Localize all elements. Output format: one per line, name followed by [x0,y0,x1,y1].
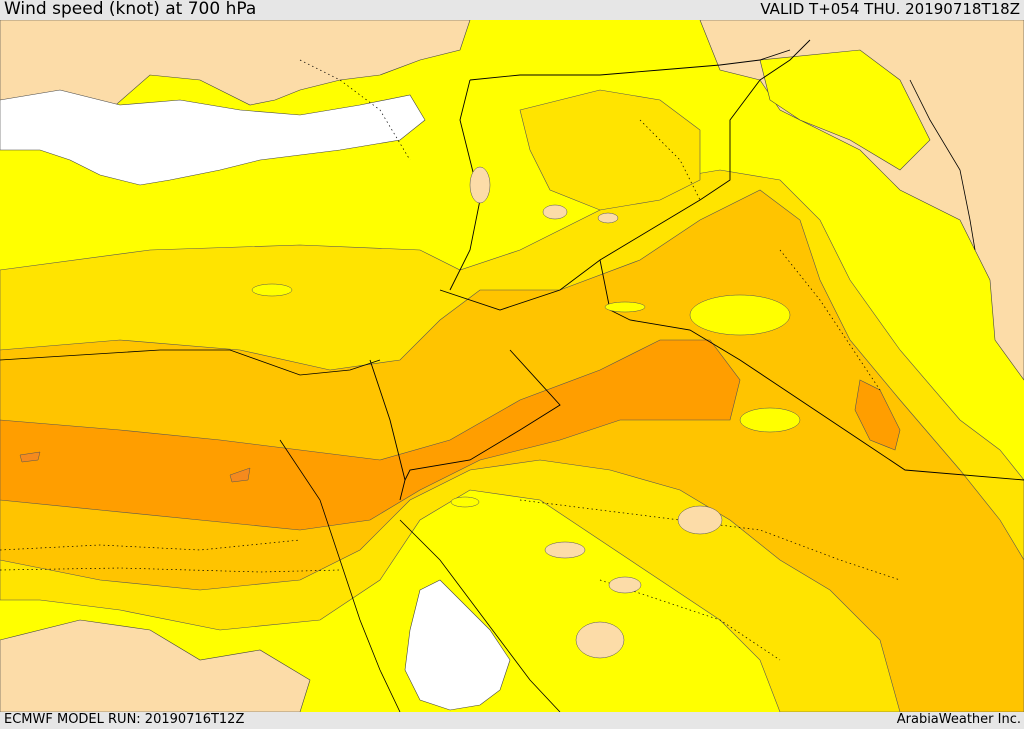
map-footer: ECMWF MODEL RUN: 20190716T12Z ArabiaWeat… [0,712,1024,729]
coastline-nile-redsea [279,439,401,712]
patch-f [677,505,723,535]
patch-l [739,407,801,433]
border-line-c [439,39,811,311]
credit-label: ArabiaWeather Inc. [896,712,1021,727]
dotted-line-c [519,499,901,581]
map-canvas [0,20,1024,712]
border-line-d [369,359,406,501]
wind-speed-map [0,20,1024,712]
band-dark-orange-b [229,467,251,483]
coastline-north-africa [0,349,381,376]
band-light-orange-syria [519,89,701,211]
patch-k [689,294,791,336]
water-area-south [404,579,511,711]
map-title: Wind speed (knot) at 700 hPa [4,0,257,19]
border-line-e [469,49,791,81]
band-deep-orange [0,339,741,531]
water-area-north [0,89,426,186]
valid-time: VALID T+054 THU. 20190718T18Z [760,0,1020,18]
patch-i [575,621,625,659]
patch-a [542,204,568,220]
patch-h [608,576,642,594]
dotted-line-b [0,567,341,573]
patch-c [251,283,293,297]
coastline-arabia-west [399,519,561,712]
dotted-line-d [639,119,701,201]
border-line-iran [909,79,976,251]
dotted-line-f [779,249,881,391]
low-wind-sudan [0,619,311,712]
band-yellow-northeast [759,49,931,171]
patch-d [604,301,646,313]
border-line-a [404,349,561,481]
map-header: Wind speed (knot) at 700 hPa VALID T+054… [0,0,1024,20]
patch-j [469,166,491,204]
model-run-label: ECMWF MODEL RUN: 20190716T12Z [4,712,245,727]
patch-e [450,496,480,508]
border-line-b [599,259,1024,481]
band-dark-orange-a [19,451,41,463]
patch-b [597,212,619,224]
dotted-line-a [0,539,301,551]
patch-g [544,541,586,559]
